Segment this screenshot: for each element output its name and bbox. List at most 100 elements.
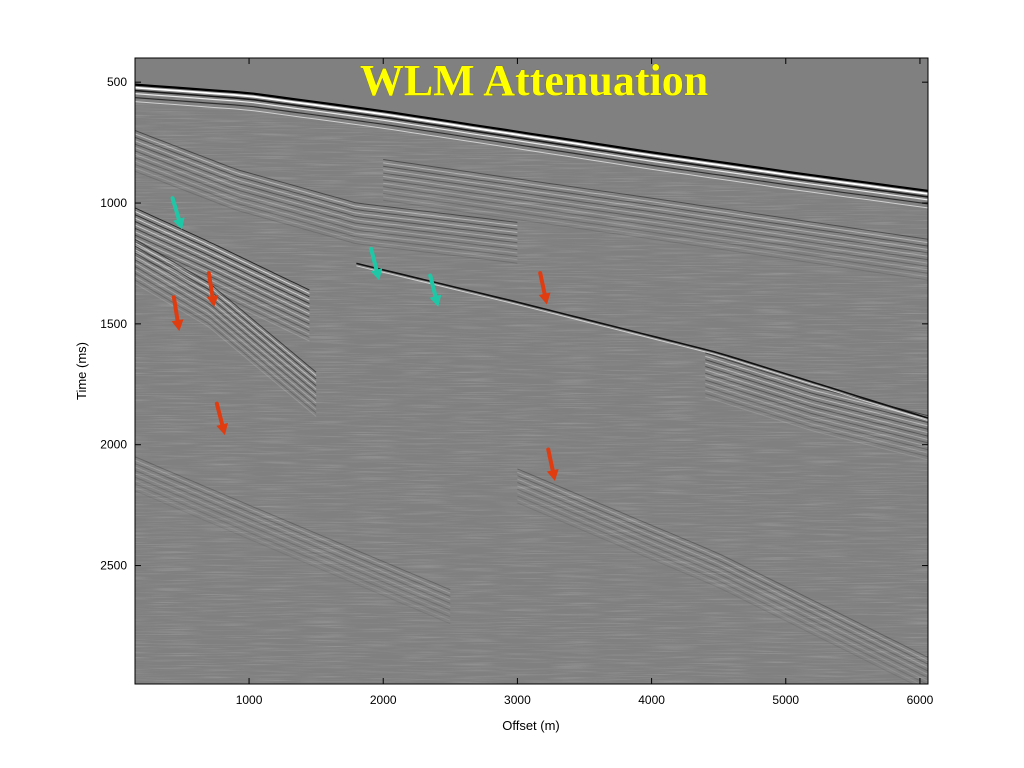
x-tick-label: 4000 (638, 693, 665, 707)
arrow-layer (170, 196, 559, 481)
reflector-band (135, 258, 310, 342)
reflector-band (135, 255, 317, 390)
reflector-band (135, 214, 310, 298)
reflector-band (135, 160, 518, 254)
reflector-band (383, 176, 928, 257)
slide-title: WLM Attenuation (360, 56, 708, 105)
reflector-band (135, 153, 518, 247)
reflector-band (135, 262, 317, 397)
reflector-band (135, 469, 451, 604)
reflector-band (383, 162, 928, 244)
event-layer (135, 58, 928, 421)
reflector-band (135, 238, 317, 373)
reflector-band (135, 490, 451, 625)
reflector-layer (135, 130, 928, 684)
annotation-arrow (538, 271, 551, 305)
arrow-head (206, 295, 219, 307)
interbed-multiple-event (356, 262, 928, 419)
reflector-band (517, 468, 928, 658)
reflector-band (383, 189, 928, 271)
x-tick-label: 2000 (370, 693, 397, 707)
arrow-shaft (369, 246, 379, 272)
reflector-band (135, 244, 310, 328)
reflector-band (705, 396, 928, 461)
reflector-band (705, 372, 928, 437)
reflector-band (517, 488, 928, 679)
y-tick-label: 1000 (100, 196, 127, 210)
reflector-band (517, 492, 928, 682)
reflector-band (705, 393, 928, 457)
reflector-band (135, 259, 317, 393)
water-bottom-reflector (135, 93, 928, 201)
reflector-band (135, 252, 317, 387)
reflector-band (135, 269, 317, 404)
x-axis-label: Offset (m) (502, 718, 560, 733)
y-axis-label: Time (ms) (74, 342, 89, 400)
annotation-arrow (170, 196, 185, 230)
plot-frame (134, 57, 929, 685)
arrow-shaft (170, 196, 181, 222)
reflector-band (517, 475, 928, 665)
reflector-band (135, 242, 317, 376)
reflector-band (135, 456, 451, 591)
reflector-band (517, 471, 928, 662)
x-tick-label: 6000 (907, 693, 934, 707)
arrow-shaft (206, 271, 215, 299)
reflector-band (383, 165, 928, 247)
reflector-band (705, 359, 928, 423)
reflector-band (383, 182, 928, 264)
reflector-band (135, 130, 518, 223)
reflector-band (135, 483, 451, 618)
reflector-band (705, 389, 928, 454)
reflector-band (135, 217, 310, 301)
reflector-band (135, 157, 518, 251)
reflector-band (383, 179, 928, 261)
reflector-band (135, 133, 518, 227)
arrow-head (216, 422, 228, 436)
arrow-shaft (538, 271, 547, 296)
annotation-arrow (214, 401, 228, 436)
reflector-band (135, 463, 451, 597)
reflector-band (135, 466, 451, 601)
y-tick-label: 500 (107, 75, 127, 89)
arrow-shaft (428, 273, 438, 299)
reflector-band (383, 186, 928, 267)
reflector-band (135, 170, 518, 264)
water-bottom-reflector (135, 83, 928, 192)
reflector-band (517, 482, 928, 672)
reflector-band (135, 221, 310, 305)
water-column (135, 58, 928, 191)
reflector-band (135, 251, 310, 335)
arrow-head (171, 319, 184, 332)
arrow-shaft (171, 295, 180, 323)
reflector-band (517, 478, 928, 669)
reflector-band (135, 279, 317, 414)
annotation-arrow (206, 271, 219, 307)
water-bottom-reflector (135, 101, 928, 209)
reflector-band (135, 207, 310, 291)
reflector-band (135, 164, 518, 257)
reflector-band (135, 476, 451, 611)
reflector-band (135, 276, 317, 410)
water-bottom-reflector (135, 97, 928, 205)
arrow-head (546, 469, 559, 481)
reflector-band (135, 234, 310, 318)
reflector-band (135, 245, 317, 380)
seismic-plot-area (134, 57, 929, 685)
reflector-band (383, 196, 928, 278)
reflector-band (135, 249, 317, 383)
reflector-band (135, 227, 310, 311)
annotation-arrow (546, 447, 559, 481)
reflector-band (135, 147, 518, 240)
reflector-band (383, 193, 928, 274)
reflector-band (383, 169, 928, 250)
annotation-arrow (369, 246, 383, 281)
reflector-band (135, 224, 310, 308)
x-axis: 1000 2000 3000 4000 5000 6000 (236, 58, 934, 707)
reflector-band (135, 238, 310, 322)
reflector-band (135, 272, 317, 407)
reflector-band (705, 362, 928, 427)
reflector-band (135, 480, 451, 614)
reflector-band (705, 376, 928, 440)
